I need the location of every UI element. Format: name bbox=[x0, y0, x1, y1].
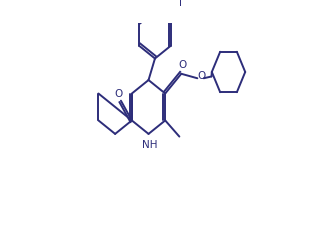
Text: I: I bbox=[179, 0, 182, 8]
Text: O: O bbox=[197, 72, 205, 81]
Text: O: O bbox=[178, 60, 187, 70]
Text: NH: NH bbox=[142, 140, 158, 150]
Text: O: O bbox=[115, 89, 123, 99]
